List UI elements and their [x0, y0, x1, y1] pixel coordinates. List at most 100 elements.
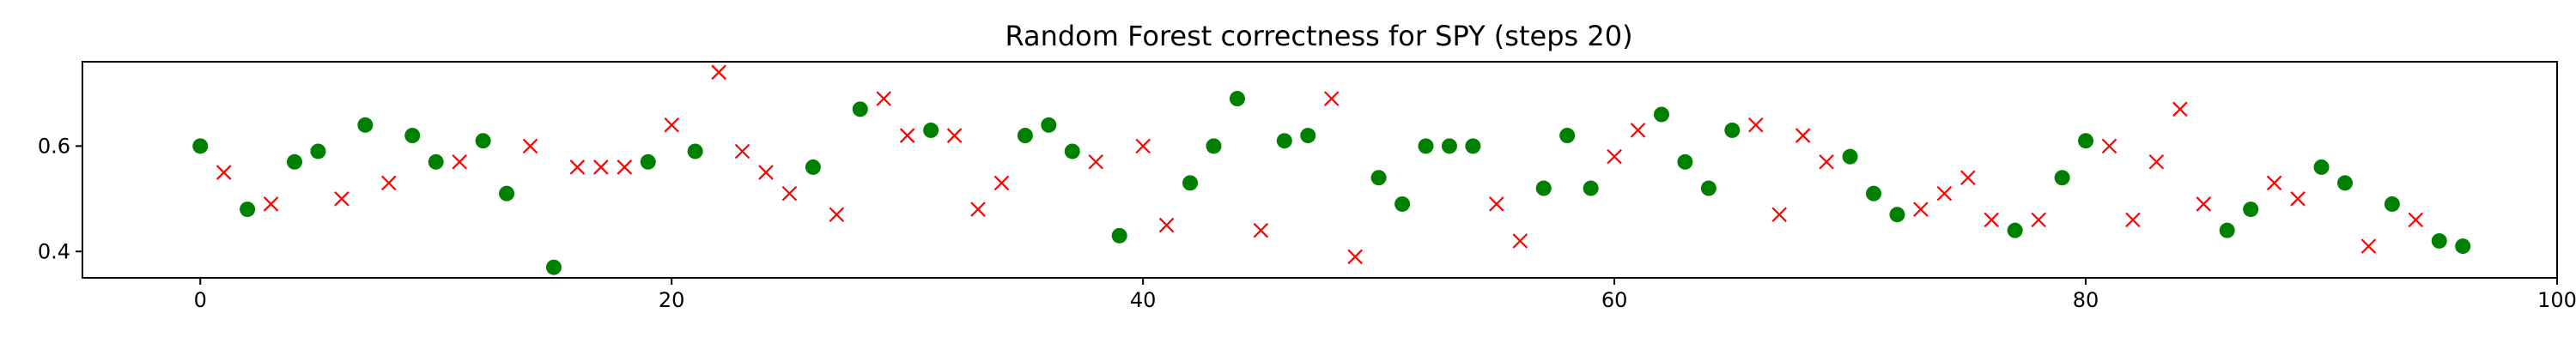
- correct-point: [2007, 222, 2023, 238]
- correct-point: [2384, 196, 2400, 212]
- correct-point: [1559, 128, 1576, 144]
- correct-point: [1441, 138, 1457, 154]
- correct-point: [1724, 122, 1741, 138]
- incorrect-point: [993, 175, 1010, 191]
- data-points: [192, 64, 2471, 275]
- correct-point: [1111, 227, 1127, 244]
- incorrect-point: [1819, 154, 1834, 170]
- correct-point: [2431, 232, 2447, 249]
- correct-point: [1041, 117, 1057, 133]
- correct-point: [545, 259, 562, 275]
- correct-point: [1182, 175, 1199, 191]
- correct-point: [1229, 91, 1245, 107]
- incorrect-point: [2266, 175, 2282, 191]
- incorrect-point: [781, 185, 798, 202]
- correct-point: [687, 143, 703, 159]
- correct-point: [1394, 196, 1411, 212]
- correct-point: [1866, 185, 1882, 202]
- incorrect-point: [1748, 117, 1764, 133]
- correct-point: [1064, 143, 1080, 159]
- correct-point: [805, 159, 821, 175]
- incorrect-point: [946, 128, 963, 143]
- incorrect-point: [593, 159, 609, 175]
- incorrect-point: [2408, 212, 2424, 228]
- incorrect-point: [899, 128, 915, 143]
- incorrect-point: [1489, 196, 1504, 212]
- incorrect-point: [334, 191, 349, 207]
- x-tick-label: 80: [2073, 288, 2099, 312]
- correct-point: [404, 128, 421, 144]
- incorrect-point: [522, 138, 538, 154]
- correct-point: [852, 101, 868, 117]
- y-tick-label: 0.4: [38, 239, 70, 263]
- correct-point: [357, 117, 374, 133]
- correct-point: [1418, 138, 1434, 154]
- incorrect-point: [711, 64, 726, 81]
- correct-point: [1370, 170, 1387, 186]
- incorrect-point: [2196, 196, 2212, 212]
- correct-point: [1465, 138, 1481, 154]
- correct-point: [1842, 148, 1858, 165]
- incorrect-point: [452, 154, 467, 170]
- incorrect-point: [2101, 138, 2117, 154]
- incorrect-point: [617, 159, 633, 175]
- incorrect-point: [1771, 207, 1788, 223]
- correct-point: [1535, 180, 1552, 196]
- correct-point: [1017, 128, 1033, 144]
- x-tick-label: 100: [2537, 288, 2576, 312]
- incorrect-point: [216, 165, 232, 180]
- correct-point: [2054, 170, 2070, 186]
- incorrect-point: [1158, 217, 1175, 233]
- correct-point: [923, 122, 939, 138]
- correct-point: [1700, 180, 1716, 196]
- correct-point: [240, 202, 256, 218]
- incorrect-point: [664, 117, 679, 133]
- correct-point: [640, 153, 656, 170]
- incorrect-point: [2148, 154, 2165, 170]
- correct-point: [2243, 202, 2259, 218]
- incorrect-point: [2360, 238, 2377, 254]
- incorrect-point: [1323, 91, 1340, 106]
- incorrect-point: [1135, 138, 1151, 154]
- incorrect-point: [2290, 191, 2306, 207]
- incorrect-point: [1936, 185, 1953, 202]
- incorrect-point: [876, 91, 891, 106]
- incorrect-point: [2172, 101, 2188, 117]
- y-tick-label: 0.6: [38, 134, 70, 158]
- x-tick-label: 60: [1601, 288, 1628, 312]
- incorrect-point: [381, 175, 397, 191]
- incorrect-point: [758, 165, 774, 180]
- correct-point: [192, 138, 209, 154]
- x-tick-label: 20: [659, 288, 685, 312]
- incorrect-point: [1795, 128, 1811, 143]
- plot-frame: [82, 61, 2558, 279]
- incorrect-point: [1347, 249, 1363, 265]
- correct-point: [1276, 133, 1292, 149]
- incorrect-point: [1512, 233, 1528, 249]
- correct-point: [2455, 238, 2471, 255]
- incorrect-point: [1253, 222, 1269, 238]
- correct-point: [428, 153, 444, 170]
- incorrect-point: [2031, 212, 2046, 228]
- incorrect-point: [569, 159, 586, 175]
- correct-point: [1300, 128, 1316, 144]
- x-tick-label: 0: [194, 288, 207, 312]
- correct-point: [475, 133, 491, 149]
- correct-point: [1653, 106, 1669, 123]
- correct-point: [1583, 180, 1599, 196]
- incorrect-point: [829, 207, 845, 223]
- correct-point: [499, 185, 515, 202]
- correct-point: [2313, 159, 2330, 175]
- x-tick-label: 40: [1130, 288, 1157, 312]
- axes: 0 20 40 60 80 100 0.4 0.6: [38, 134, 2576, 312]
- correct-point: [2336, 175, 2353, 191]
- correct-point: [2078, 133, 2094, 149]
- chart-title: Random Forest correctness for SPY (steps…: [1005, 20, 1632, 52]
- incorrect-point: [1960, 170, 1976, 185]
- correct-point: [1889, 207, 1905, 223]
- incorrect-point: [1913, 202, 1929, 217]
- correct-point: [1206, 138, 1222, 154]
- incorrect-point: [263, 196, 279, 212]
- correct-point: [310, 143, 326, 159]
